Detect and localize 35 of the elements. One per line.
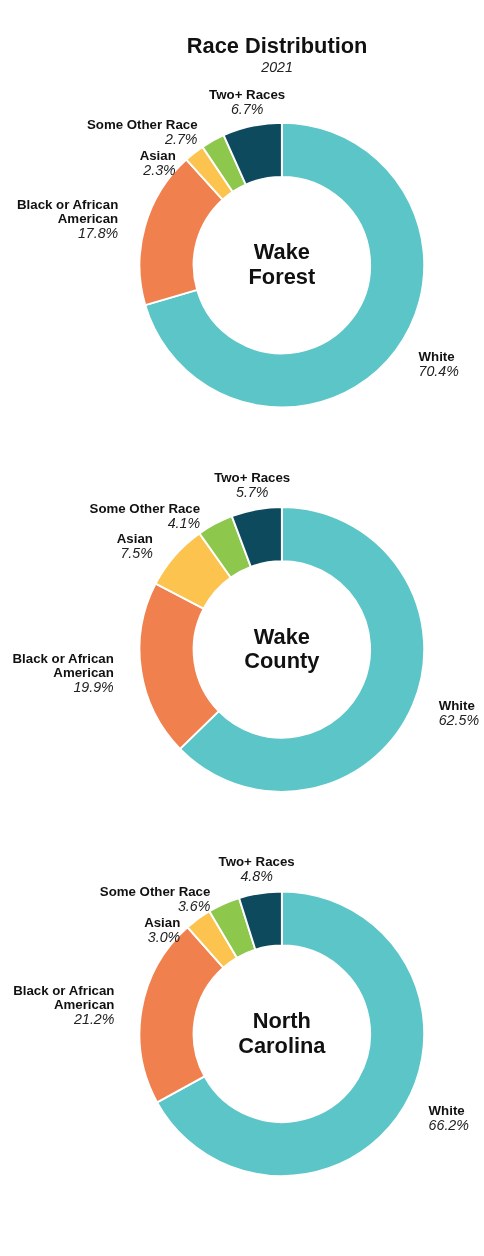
data-label: 21.2% xyxy=(73,1010,115,1027)
data-label: 2.7% xyxy=(164,131,198,148)
text: North Carolina xyxy=(238,1008,327,1058)
slice-label: Two+ Races xyxy=(214,470,291,486)
data-label: 2.3% xyxy=(142,161,177,178)
slice-label: White xyxy=(428,1102,465,1118)
slice-label: Some Other Race xyxy=(99,884,211,900)
data-label: 4.8% xyxy=(240,868,274,885)
slice-label: Black or African American xyxy=(12,650,114,681)
data-label: 70.4% xyxy=(418,363,460,380)
slice-label: Some Other Race xyxy=(86,117,198,133)
slice-label: White xyxy=(438,698,475,714)
slice-label: Asian xyxy=(116,530,153,546)
data-label: 17.8% xyxy=(77,225,119,242)
chart-title: Race Distribution xyxy=(186,33,368,59)
slice-label: Some Other Race xyxy=(89,500,201,516)
data-label: 5.7% xyxy=(235,484,269,501)
slice-label: Black or African American xyxy=(13,982,115,1012)
slice-label: White xyxy=(418,348,455,364)
data-label: 3.6% xyxy=(177,898,211,915)
slice-label: Asian xyxy=(144,914,181,930)
chart-subtitle: 2021 xyxy=(260,59,293,76)
data-label: 62.5% xyxy=(438,712,480,729)
slice-label: Black or African American xyxy=(16,197,119,227)
data-label: 3.0% xyxy=(147,928,181,945)
data-label: 7.5% xyxy=(120,545,154,562)
text: Wake Forest xyxy=(248,239,316,290)
data-label: 19.9% xyxy=(73,679,115,696)
text: Wake County xyxy=(244,623,321,674)
data-label: 4.1% xyxy=(167,514,201,531)
data-label: 66.2% xyxy=(428,1116,470,1133)
data-label: 6.7% xyxy=(230,101,264,118)
slice-label: Two+ Races xyxy=(218,853,295,869)
slice-label: Asian xyxy=(139,147,176,163)
slice-label: Two+ Races xyxy=(209,86,286,102)
